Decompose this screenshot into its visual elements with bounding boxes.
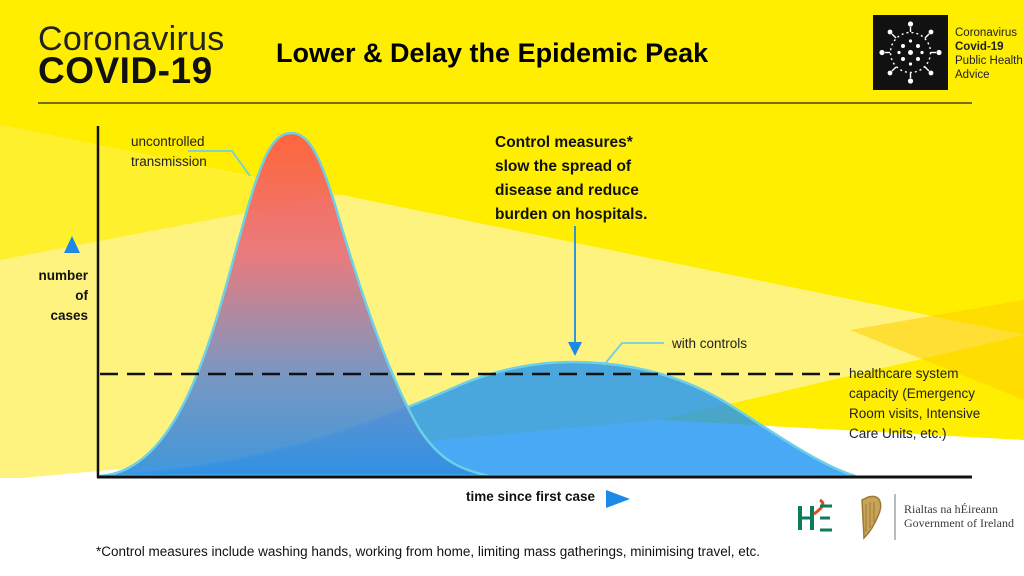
uncontrolled-label: uncontrolled transmission [131, 132, 207, 172]
hse-logo-icon [798, 498, 832, 532]
virus-icon [879, 21, 942, 84]
gold-accent [850, 300, 1024, 400]
y-axis-label-line-1: number [38, 268, 88, 283]
uncontrolled-label-line-1: uncontrolled [131, 134, 205, 149]
capacity-label-line-4: Care Units, etc.) [849, 426, 947, 441]
footnote: *Control measures include washing hands,… [96, 544, 761, 559]
uncontrolled-curve [99, 131, 491, 478]
callout-arrow-head-icon [568, 342, 582, 356]
x-axis-arrow-icon [606, 490, 630, 508]
badge-line-1: Coronavirus [955, 27, 1017, 39]
harp-icon [861, 495, 882, 540]
capacity-label-line-2: capacity (Emergency [849, 386, 976, 401]
capacity-label-line-1: healthcare system [849, 366, 959, 381]
badge-line-2: Covid-19 [955, 41, 1004, 53]
footer-area [0, 478, 1024, 576]
x-axis-label: time since first case [466, 489, 596, 504]
callout-text: Control measures* slow the spread of dis… [495, 131, 647, 227]
virus-badge [873, 15, 948, 90]
callout-line-2: slow the spread of [495, 158, 632, 175]
gov-logo-line-2: Government of Ireland [904, 516, 1014, 530]
with-controls-leader [603, 342, 664, 366]
y-axis-label-line-3: cases [50, 308, 88, 323]
capacity-label-line-3: Room visits, Intensive [849, 406, 981, 421]
callout-line-1: Control measures* [495, 134, 633, 151]
brand-line-2: COVID-19 [38, 50, 213, 91]
capacity-label: healthcare system capacity (Emergency Ro… [849, 364, 980, 444]
page-title: Lower & Delay the Epidemic Peak [276, 38, 709, 68]
badge-text: Coronavirus Covid-19 Public Health Advic… [955, 26, 1023, 82]
yellow-band-top [0, 0, 1024, 335]
callout-line-4: burden on hospitals. [495, 206, 648, 223]
uncontrolled-leader [188, 150, 251, 177]
badge-line-3: Public Health [955, 55, 1023, 67]
y-axis-label: number of cases [30, 266, 88, 326]
uncontrolled-label-line-2: transmission [131, 154, 207, 169]
badge-line-4: Advice [955, 69, 990, 81]
yellow-band-left [0, 125, 340, 260]
gov-logo-line-1: Rialtas na hÉireann [904, 502, 998, 516]
with-controls-label: with controls [672, 336, 748, 351]
y-axis-label-line-2: of [75, 288, 88, 303]
y-axis-arrow-icon [64, 236, 80, 253]
brand-line-1: Coronavirus [38, 20, 225, 58]
callout-line-3: disease and reduce [495, 182, 639, 199]
